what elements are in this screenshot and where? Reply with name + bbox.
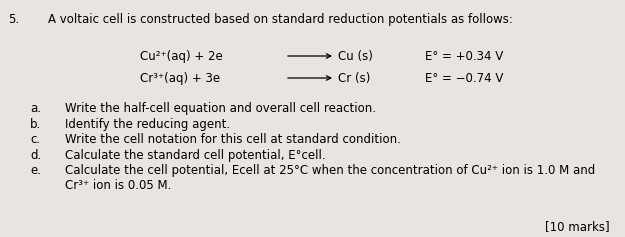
Text: E° = −0.74 V: E° = −0.74 V [425, 72, 503, 85]
Text: Cu²⁺(aq) + 2e: Cu²⁺(aq) + 2e [140, 50, 222, 63]
Text: Calculate the standard cell potential, E°cell.: Calculate the standard cell potential, E… [65, 149, 326, 162]
Text: Write the cell notation for this cell at standard condition.: Write the cell notation for this cell at… [65, 133, 401, 146]
Text: Cr (s): Cr (s) [338, 72, 371, 85]
Text: Identify the reducing agent.: Identify the reducing agent. [65, 118, 230, 131]
Text: [10 marks]: [10 marks] [546, 220, 610, 233]
Text: a.: a. [30, 102, 41, 115]
Text: b.: b. [30, 118, 41, 131]
Text: Calculate the cell potential, Ecell at 25°C when the concentration of Cu²⁺ ion i: Calculate the cell potential, Ecell at 2… [65, 164, 595, 177]
Text: A voltaic cell is constructed based on standard reduction potentials as follows:: A voltaic cell is constructed based on s… [48, 13, 513, 26]
Text: E° = +0.34 V: E° = +0.34 V [425, 50, 503, 63]
Text: d.: d. [30, 149, 41, 162]
Text: Cr³⁺(aq) + 3e: Cr³⁺(aq) + 3e [140, 72, 220, 85]
Text: e.: e. [30, 164, 41, 177]
Text: Cr³⁺ ion is 0.05 M.: Cr³⁺ ion is 0.05 M. [65, 179, 171, 192]
Text: Cu (s): Cu (s) [338, 50, 373, 63]
Text: c.: c. [30, 133, 40, 146]
Text: Write the half-cell equation and overall cell reaction.: Write the half-cell equation and overall… [65, 102, 376, 115]
Text: 5.: 5. [8, 13, 19, 26]
